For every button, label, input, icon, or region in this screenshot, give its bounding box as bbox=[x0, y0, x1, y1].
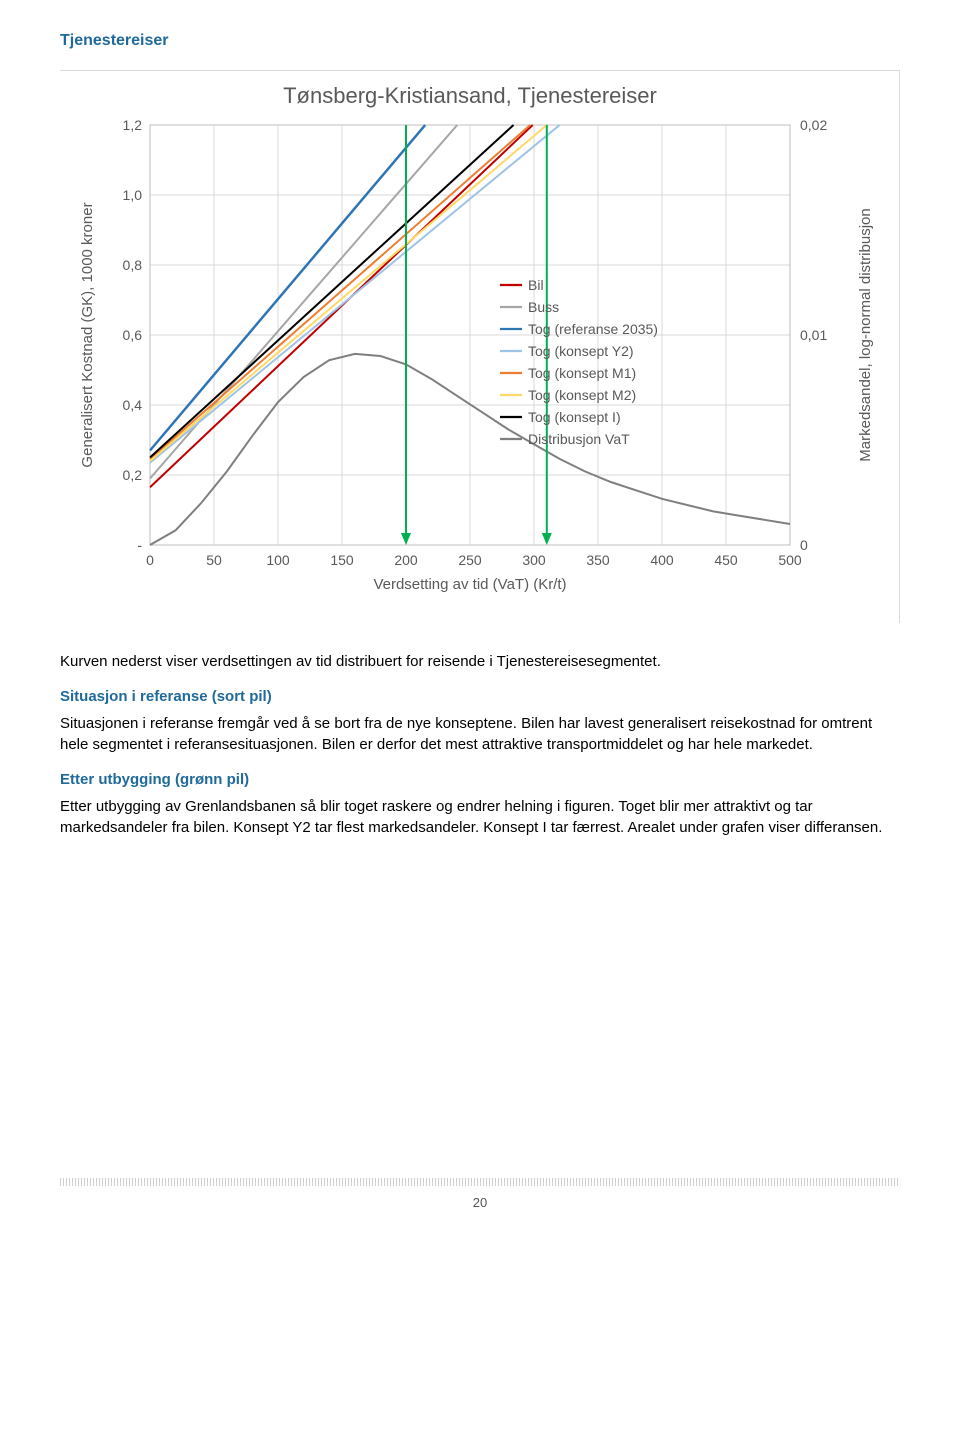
heading-etter: Etter utbygging (grønn pil) bbox=[60, 769, 900, 790]
svg-text:Tog (konsept M1): Tog (konsept M1) bbox=[528, 365, 636, 381]
svg-text:-: - bbox=[137, 537, 142, 553]
heading-situasjon: Situasjon i referanse (sort pil) bbox=[60, 686, 900, 707]
chart-container: Tønsberg-Kristiansand, Tjenestereiser - 0,… bbox=[60, 70, 900, 623]
svg-text:Tog (konsept M2): Tog (konsept M2) bbox=[528, 387, 636, 403]
section-title: Tjenestereiser bbox=[60, 30, 900, 52]
svg-text:0: 0 bbox=[800, 537, 808, 553]
svg-text:0,02: 0,02 bbox=[800, 117, 827, 133]
svg-text:150: 150 bbox=[330, 552, 354, 568]
svg-text:Tog (referanse 2035): Tog (referanse 2035) bbox=[528, 321, 658, 337]
svg-text:450: 450 bbox=[714, 552, 738, 568]
svg-text:200: 200 bbox=[394, 552, 418, 568]
footer-divider bbox=[60, 1178, 900, 1186]
svg-text:250: 250 bbox=[458, 552, 482, 568]
svg-text:350: 350 bbox=[586, 552, 610, 568]
paragraph-etter: Etter utbygging av Grenlandsbanen så bli… bbox=[60, 796, 900, 838]
svg-text:0,2: 0,2 bbox=[123, 467, 143, 483]
svg-text:0,4: 0,4 bbox=[123, 397, 143, 413]
svg-text:0: 0 bbox=[146, 552, 154, 568]
svg-text:100: 100 bbox=[266, 552, 290, 568]
svg-text:500: 500 bbox=[778, 552, 802, 568]
page-number: 20 bbox=[60, 1194, 900, 1212]
svg-text:Bil: Bil bbox=[528, 277, 544, 293]
svg-text:400: 400 bbox=[650, 552, 674, 568]
svg-text:1,2: 1,2 bbox=[123, 117, 143, 133]
svg-text:Distribusjon VaT: Distribusjon VaT bbox=[528, 431, 630, 447]
svg-text:0,01: 0,01 bbox=[800, 327, 827, 343]
svg-text:Buss: Buss bbox=[528, 299, 559, 315]
svg-text:0,8: 0,8 bbox=[123, 257, 143, 273]
svg-text:50: 50 bbox=[206, 552, 222, 568]
svg-text:Tønsberg-Kristiansand, Tjenest: Tønsberg-Kristiansand, Tjenestereiser bbox=[283, 83, 657, 108]
svg-text:Tog (konsept I): Tog (konsept I) bbox=[528, 409, 621, 425]
chart-svg: Tønsberg-Kristiansand, Tjenestereiser - 0,… bbox=[60, 75, 898, 623]
intro-paragraph: Kurven nederst viser verdsettingen av ti… bbox=[60, 651, 900, 672]
svg-text:Tog (konsept Y2): Tog (konsept Y2) bbox=[528, 343, 634, 359]
svg-text:0,6: 0,6 bbox=[123, 327, 143, 343]
svg-text:1,0: 1,0 bbox=[123, 187, 143, 203]
svg-text:Verdsetting av tid (VaT) (Kr/t: Verdsetting av tid (VaT) (Kr/t) bbox=[373, 576, 566, 593]
svg-text:Markedsandel, log-normal distr: Markedsandel, log-normal distribusjon bbox=[857, 209, 874, 462]
svg-text:300: 300 bbox=[522, 552, 546, 568]
paragraph-situasjon: Situasjonen i referanse fremgår ved å se… bbox=[60, 713, 900, 755]
svg-text:Generalisert Kostnad (GK), 100: Generalisert Kostnad (GK), 1000 kroner bbox=[79, 203, 96, 468]
